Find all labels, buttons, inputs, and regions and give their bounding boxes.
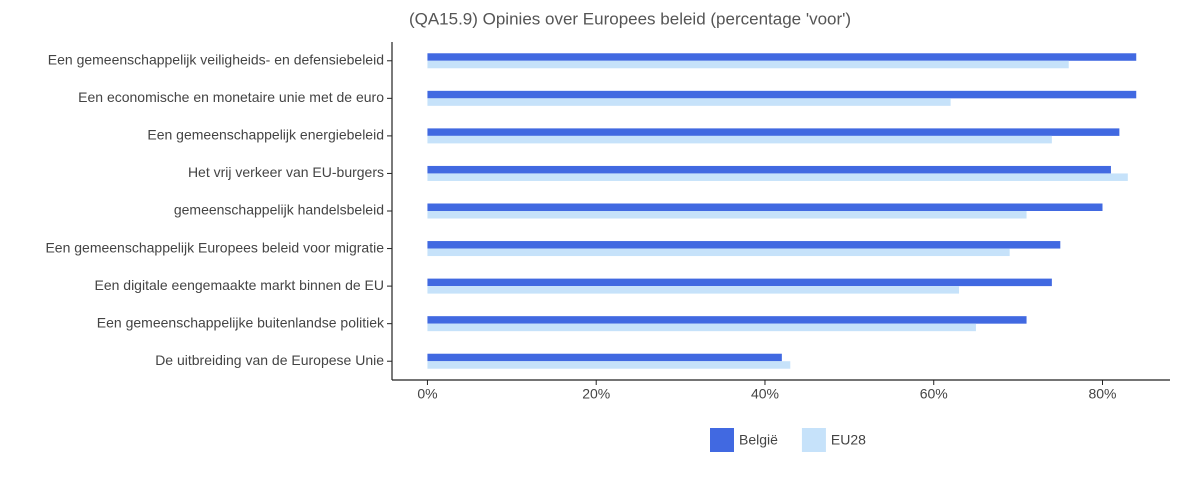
- bar: [427, 128, 1120, 136]
- bar: [427, 248, 1010, 257]
- x-tick-label: 40%: [751, 386, 779, 402]
- legend-swatch: [801, 428, 826, 452]
- bar: [427, 135, 1052, 144]
- y-tick-label: Een gemeenschappelijke buitenlandse poli…: [97, 314, 385, 330]
- y-tick-label: gemeenschappelijk handelsbeleid: [174, 202, 384, 218]
- bar: [427, 353, 782, 362]
- bar: [427, 90, 1137, 99]
- x-tick-label: 20%: [582, 386, 610, 402]
- x-tick-label: 80%: [1088, 386, 1116, 402]
- bar: [427, 165, 1111, 174]
- y-tick-label: Het vrij verkeer van EU-burgers: [188, 164, 384, 180]
- y-tick-label: Een economische en monetaire unie met de…: [78, 89, 384, 105]
- bar: [427, 60, 1069, 69]
- y-tick-label: Een gemeenschappelijk veiligheids- en de…: [48, 51, 384, 67]
- legend-label: EU28: [831, 432, 866, 448]
- bar: [427, 286, 960, 294]
- x-tick-label: 0%: [417, 386, 437, 402]
- x-tick-label: 60%: [920, 386, 948, 402]
- bar: [427, 361, 791, 369]
- bar: [427, 53, 1137, 61]
- chart-title: (QA15.9) Opinies over Europees beleid (p…: [409, 9, 851, 28]
- bar: [427, 241, 1061, 249]
- legend-label: België: [739, 432, 778, 448]
- bar: [427, 98, 951, 106]
- legend-swatch: [710, 428, 734, 452]
- y-tick-label: Een gemeenschappelijk energiebeleid: [147, 127, 384, 143]
- y-tick-label: Een digitale eengemaakte markt binnen de…: [94, 277, 384, 293]
- bar: [427, 203, 1103, 211]
- y-tick-label: Een gemeenschappelijk Europees beleid vo…: [45, 239, 384, 255]
- bar: [427, 316, 1027, 324]
- bar: [427, 278, 1052, 287]
- bar: [427, 211, 1027, 219]
- bar: [427, 323, 976, 332]
- y-tick-label: De uitbreiding van de Europese Unie: [155, 352, 384, 368]
- bar: [427, 173, 1128, 181]
